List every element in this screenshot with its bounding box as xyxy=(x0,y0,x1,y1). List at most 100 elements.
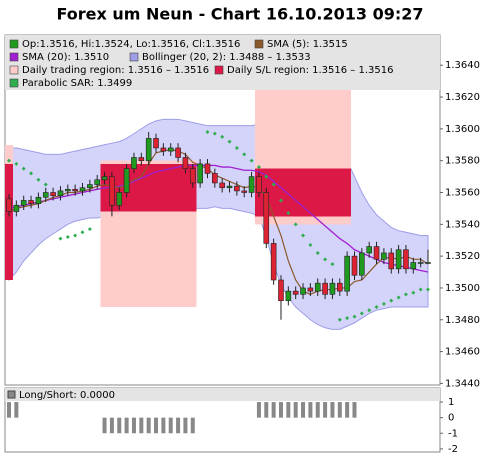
sar-dot xyxy=(264,174,269,179)
sar-dot xyxy=(374,305,379,310)
candle-body xyxy=(138,157,145,161)
candle-body xyxy=(359,252,365,276)
candle-body xyxy=(197,163,203,184)
trading-region xyxy=(152,160,160,308)
candle-body xyxy=(160,147,167,152)
legend-swatch xyxy=(254,39,264,49)
y-tick-label: 1.3600 xyxy=(445,124,480,135)
sl-region xyxy=(328,168,337,217)
candle-body xyxy=(403,249,409,270)
trading-region xyxy=(321,35,330,225)
sar-dot xyxy=(345,316,350,321)
sar-dot xyxy=(36,177,41,182)
sar-dot xyxy=(352,314,357,319)
trading-region xyxy=(343,35,352,225)
indicator-swatch xyxy=(7,390,16,399)
sar-dot xyxy=(58,236,63,241)
long-short-bar xyxy=(14,402,19,418)
sar-dot xyxy=(396,295,401,300)
sar-dot xyxy=(14,161,19,166)
y-tick-label: 1.3560 xyxy=(445,188,480,199)
sar-dot xyxy=(21,166,26,171)
trading-region xyxy=(284,35,293,225)
indicator-header xyxy=(5,388,440,401)
legend-swatch xyxy=(9,78,19,88)
candle-body xyxy=(94,179,101,185)
sar-dot xyxy=(389,298,394,303)
legend-box xyxy=(5,35,440,90)
candle-body xyxy=(322,282,328,295)
candle-body xyxy=(381,252,387,260)
sar-dot xyxy=(256,165,261,170)
long-short-bar xyxy=(352,402,357,418)
long-short-bar xyxy=(161,417,166,434)
sl-region xyxy=(313,168,322,217)
indicator-title: Long/Short: 0.0000 xyxy=(19,390,115,401)
sl-region xyxy=(277,168,285,217)
indicator-tick-label: -2 xyxy=(448,444,458,455)
sar-dot xyxy=(234,145,239,150)
trading-region xyxy=(100,160,109,308)
trading-region xyxy=(262,35,271,225)
sma5-line xyxy=(8,148,429,295)
sar-dot xyxy=(43,182,48,187)
sar-dot xyxy=(7,158,11,163)
long-short-bar xyxy=(176,417,181,434)
legend-swatch xyxy=(214,65,224,75)
sar-dot xyxy=(205,130,210,135)
sl-region xyxy=(5,163,13,280)
indicator-tick-label: 1 xyxy=(448,397,454,408)
candle-body xyxy=(241,190,248,193)
sar-dot xyxy=(73,233,78,238)
sl-region xyxy=(321,168,330,217)
trading-region xyxy=(291,35,300,225)
sar-dot xyxy=(367,308,372,313)
indicator-area: 1 0 -1 -2 xyxy=(7,397,458,455)
candle-body xyxy=(6,198,12,212)
candle-body xyxy=(145,138,152,161)
candle-body xyxy=(410,262,417,270)
candle-body xyxy=(167,147,174,152)
y-tick-label: 1.3520 xyxy=(445,251,480,262)
sar-dot xyxy=(315,250,320,255)
sl-region xyxy=(174,163,183,212)
candle-body xyxy=(116,192,123,206)
candle-body xyxy=(65,189,71,192)
trading-region xyxy=(159,160,168,308)
sl-region xyxy=(343,168,352,217)
y-tick-label: 1.3500 xyxy=(445,283,480,294)
y-tick-label: 1.3480 xyxy=(445,315,480,326)
candle-body xyxy=(109,176,115,206)
sma20-line xyxy=(8,164,429,273)
sl-region xyxy=(137,163,146,212)
candle-body xyxy=(87,184,93,189)
chart-title: Forex um Neun - Chart 16.10.2013 09:27 xyxy=(56,5,423,24)
sar-dot xyxy=(301,233,306,238)
sar-dot xyxy=(411,290,416,295)
long-short-bar xyxy=(301,402,306,418)
candle-body xyxy=(20,200,27,206)
sar-dot xyxy=(227,139,232,144)
legend-label: SMA (5): 1.3515 xyxy=(267,39,348,50)
candle-body xyxy=(278,279,284,301)
indicator-tick-label: 0 xyxy=(448,413,454,424)
sar-dot xyxy=(293,222,298,227)
candle-body xyxy=(336,282,343,292)
sl-region xyxy=(335,168,344,217)
trading-region xyxy=(115,160,124,308)
candle-body xyxy=(366,246,372,254)
sar-dot xyxy=(278,198,283,203)
long-short-bar xyxy=(146,417,151,434)
sar-dot xyxy=(337,317,342,322)
long-short-bar xyxy=(286,402,291,418)
candle-body xyxy=(79,187,86,192)
candle-body xyxy=(212,173,218,184)
trading-region xyxy=(107,160,116,308)
candle-body xyxy=(388,252,395,270)
candle-body xyxy=(307,287,314,292)
candle-body xyxy=(153,138,159,149)
sar-dot xyxy=(242,152,247,157)
sar-dot xyxy=(29,171,34,176)
trading-region xyxy=(306,35,315,225)
